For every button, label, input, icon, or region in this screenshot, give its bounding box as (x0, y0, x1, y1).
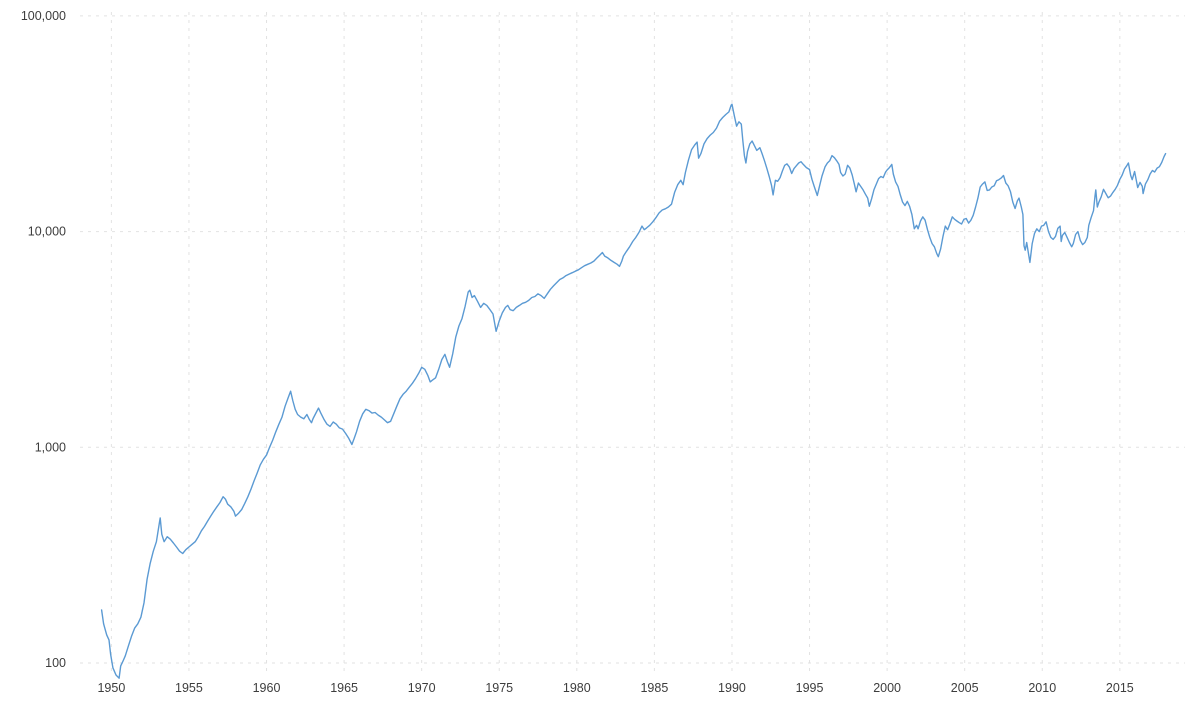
price-line (100, 103, 1167, 679)
x-axis-tick-label: 2010 (1028, 681, 1056, 695)
y-axis-tick-label: 1,000 (35, 440, 66, 454)
x-axis-tick-label: 1960 (253, 681, 281, 695)
x-axis-tick-label: 1970 (408, 681, 436, 695)
x-axis-tick-label: 2000 (873, 681, 901, 695)
x-axis-tick-label: 1965 (330, 681, 358, 695)
x-axis-tick-label: 1990 (718, 681, 746, 695)
x-axis-tick-label: 1950 (97, 681, 125, 695)
y-axis-tick-label: 100 (45, 656, 66, 670)
y-axis-tick-label: 100,000 (21, 9, 66, 23)
x-axis-tick-label: 1980 (563, 681, 591, 695)
x-axis-tick-label: 1955 (175, 681, 203, 695)
x-axis-tick-label: 1975 (485, 681, 513, 695)
x-axis-tick-label: 2015 (1106, 681, 1134, 695)
x-axis-tick-label: 2005 (951, 681, 979, 695)
x-axis-tick-label: 1985 (640, 681, 668, 695)
y-axis-tick-label: 10,000 (28, 225, 66, 239)
x-axis-tick-label: 1995 (796, 681, 824, 695)
